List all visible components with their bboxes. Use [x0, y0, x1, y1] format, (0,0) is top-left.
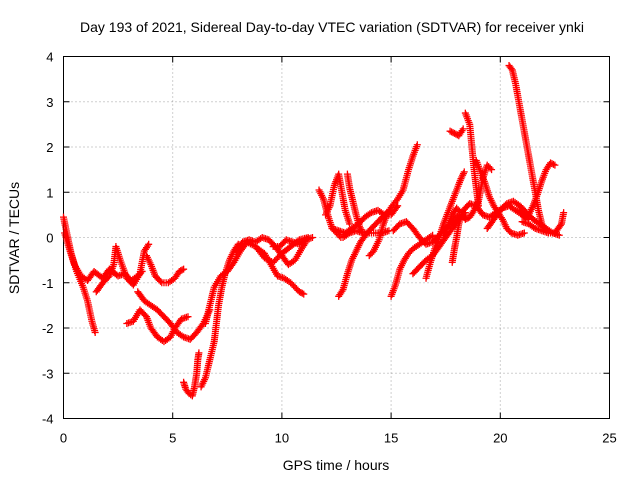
satellite-track-7 [180, 349, 203, 400]
satellite-track-30 [505, 62, 549, 232]
data-point [488, 166, 496, 174]
data-point [195, 349, 203, 357]
data-points [60, 62, 568, 400]
data-point [413, 141, 421, 149]
satellite-track-5 [123, 306, 192, 346]
y-tick-label: -3 [42, 366, 54, 381]
data-point [520, 229, 528, 237]
y-tick-label: 1 [46, 185, 53, 200]
data-point [298, 289, 306, 297]
data-point [156, 277, 164, 285]
data-point [308, 234, 316, 241]
data-point [556, 221, 564, 229]
satellite-track-4 [142, 252, 188, 287]
y-tick-label: 4 [46, 50, 53, 65]
satellite-track-32 [518, 209, 568, 237]
satellite-track-25 [446, 125, 467, 140]
y-tick-label: -2 [42, 321, 54, 336]
satellite-track-20 [387, 231, 437, 300]
data-point [184, 313, 192, 321]
satellite-track-2 [61, 229, 146, 284]
satellite-track-14 [322, 170, 354, 228]
satellite-track-17 [343, 170, 367, 237]
satellite-track-3 [92, 240, 153, 296]
satellite-track-11 [254, 245, 308, 298]
y-tick-label: 3 [46, 95, 53, 110]
data-point [459, 125, 467, 133]
y-tick-label: 0 [46, 231, 53, 246]
data-point [555, 231, 563, 239]
x-tick-label: 5 [169, 431, 176, 446]
satellite-track-28 [472, 157, 528, 239]
satellite-track-26 [461, 109, 482, 210]
y-tick-label: 2 [46, 140, 53, 155]
data-point [91, 329, 99, 337]
data-point [549, 160, 557, 168]
data-point [429, 231, 437, 239]
data-point [180, 265, 188, 273]
x-tick-label: 15 [384, 431, 398, 446]
x-tick-label: 10 [275, 431, 289, 446]
axis-ticks: 0 5 10 15 20 25 -4 -3 -2 -1 0 1 2 3 4 [42, 50, 617, 446]
data-point [507, 65, 515, 73]
satellite-track-31 [516, 159, 559, 221]
x-axis-label: GPS time / hours [283, 457, 390, 473]
grid-lines [63, 56, 610, 419]
y-tick-label: -4 [42, 412, 54, 427]
data-point [486, 164, 494, 172]
data-point [560, 209, 568, 217]
data-point [178, 266, 186, 274]
x-tick-label: 20 [493, 431, 507, 446]
satellite-track-19 [365, 141, 421, 260]
data-point [427, 232, 435, 240]
data-point [145, 240, 153, 248]
y-tick-label: -1 [42, 276, 54, 291]
x-tick-label: 0 [60, 431, 67, 446]
data-point [300, 290, 308, 298]
y-axis-label: SDTVAR / TECUs [6, 182, 22, 294]
chart-title: Day 193 of 2021, Sidereal Day-to-day VTE… [80, 19, 584, 35]
data-point [460, 168, 468, 176]
x-tick-label: 25 [602, 431, 616, 446]
satellite-track-12 [269, 234, 316, 251]
satellite-track-18 [335, 209, 391, 300]
data-point [551, 161, 559, 169]
